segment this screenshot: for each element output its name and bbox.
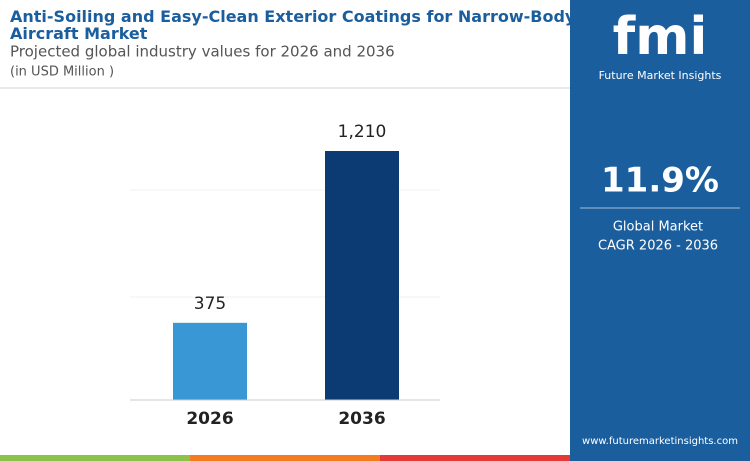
bar	[325, 151, 399, 400]
footer-stripe	[570, 455, 750, 461]
cagr-label: CAGR 2026 - 2036	[598, 239, 718, 254]
chart-title: Anti-Soiling and Easy-Clean Exterior Coa…	[10, 7, 576, 43]
logo: fmi	[613, 7, 708, 67]
title-line: Aircraft Market	[10, 24, 148, 43]
x-tick-label: 2036	[338, 409, 385, 429]
x-tick-label: 2026	[186, 409, 233, 429]
sidebar-panel	[570, 0, 750, 455]
cagr-label: Global Market	[613, 220, 703, 235]
footer-stripe	[380, 455, 570, 461]
bar	[173, 322, 247, 400]
value-label: 1,210	[338, 122, 387, 142]
unit-note: (in USD Million )	[10, 65, 114, 80]
value-label: 375	[194, 294, 226, 314]
footer-stripe	[190, 455, 380, 461]
title-line: Anti-Soiling and Easy-Clean Exterior Coa…	[10, 7, 576, 26]
url: www.futuremarketinsights.com	[582, 436, 738, 447]
cagr-value: 11.9%	[601, 161, 719, 201]
chart-subtitle: Projected global industry values for 202…	[10, 43, 395, 61]
footer-stripe	[0, 455, 190, 461]
brand: Future Market Insights	[599, 69, 722, 82]
